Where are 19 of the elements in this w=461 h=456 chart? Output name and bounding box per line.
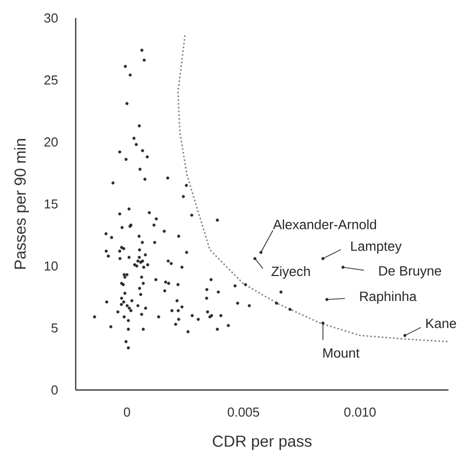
annotation: Alexander-Arnold: [273, 219, 376, 230]
y-tick-label: 10: [44, 261, 58, 271]
annotation: Mount: [323, 348, 360, 358]
y-tick-label: 0: [51, 385, 58, 395]
x-tick-label: 0.005: [228, 408, 260, 417]
annotation: Lamptey: [351, 242, 402, 254]
y-tick-label: 5: [51, 323, 58, 333]
y-tick-label: 25: [44, 75, 58, 85]
annotation: Ziyech: [271, 266, 310, 279]
y-axis-title: Passes per 90 min: [14, 139, 29, 269]
annotation: Kane: [426, 318, 456, 328]
y-tick-label: 20: [44, 137, 58, 147]
y-tick-label: 30: [44, 13, 58, 23]
x-axis-title: CDR per pass: [212, 436, 312, 450]
annotation: De Bruyne: [379, 266, 442, 278]
annotation: Raphinha: [360, 291, 417, 304]
x-tick-label: 0: [124, 408, 130, 417]
x-tick-label: 0.010: [344, 408, 376, 417]
y-tick-label: 15: [44, 199, 58, 209]
